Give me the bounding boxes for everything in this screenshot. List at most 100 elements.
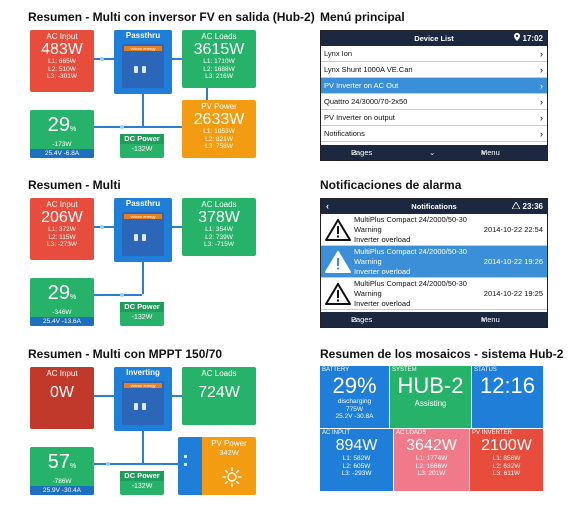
clock-time: 23:36 [522,202,543,211]
multi-device-icon: victron energy [122,212,164,256]
wire [94,395,114,397]
tile-pv-inverter[interactable]: PV INVERTER 2100W L1: 856W L2: 632W L3: … [470,429,544,492]
chevron-right-icon: › [540,49,543,59]
notification-time: 2014-10-22 22:54 [483,225,543,234]
battery-box[interactable]: 29% -173W 25.4V -6.8A [30,110,94,158]
ac-input-value: 206W [41,209,83,226]
flow-dot [120,293,124,297]
dc-power-label: DC Power [120,471,164,481]
pv-power-l2: L2: 821W [205,135,233,143]
device-list-item[interactable]: PV Inverter on output › [321,110,547,126]
ac-loads-l1: L1: 1710W [203,58,235,65]
inverter-box[interactable]: Passthru victron energy [114,30,172,94]
device-list-item[interactable]: Notifications › [321,126,547,142]
dc-power-value: -132W [131,314,153,321]
back-arrow-icon[interactable]: ‹ [326,201,329,211]
mppt-charger-icon [178,437,202,495]
tiles-overview: BATTERY 29% discharging 775W 25.2V -30.8… [320,366,544,492]
notification-type: Warning [354,289,382,298]
pv-power-l3: L3: 758W [205,143,233,150]
inverter-box[interactable]: Passthru victron energy [114,198,172,262]
multi-device-icon: victron energy [122,381,164,425]
tile-battery[interactable]: BATTERY 29% discharging 775W 25.2V -30.8… [320,366,390,429]
ac-loads-box[interactable]: AC Loads 378W L1: 354W L2: 739W L3: -715… [182,198,256,256]
tile-pv-inverter-label: PV INVERTER [472,430,512,436]
tile-pv-inverter-value: 2100W [481,437,532,454]
ac-input-label: AC Input [46,200,78,209]
tile-status[interactable]: STATUS 12:16 [472,366,544,429]
inverter-box[interactable]: Inverting victron energy [114,367,172,431]
tile-battery-power: 775W [346,405,363,413]
ac-input-l1: L1: 665W [48,58,76,65]
flow-dot [120,125,124,129]
overview-diagram-hub2: AC Input 483W L1: 665W L2: 510W L3: -301… [30,30,256,158]
multi-device-icon: victron energy [122,44,164,88]
notification-device: MultiPlus Compact 24/2000/50-30 [354,279,467,288]
ac-input-l3: L3: -301W [47,73,77,80]
dc-power-label: DC Power [120,302,164,312]
ac-input-value: 0W [50,384,74,401]
title-hub2-overview: Resumen - Multi con inversor FV en salid… [28,10,315,24]
ac-loads-l2: L2: 1688W [203,65,235,73]
ac-input-box[interactable]: AC Input 483W L1: 665W L2: 510W L3: -301… [30,30,94,92]
battery-soc-unit: % [70,294,77,301]
notification-message: Inverter overload [354,235,411,244]
battery-box[interactable]: 29% -346W 25.4V -13.6A [30,278,94,326]
wire [172,58,182,60]
tile-ac-input[interactable]: AC INPUT 894W L1: 582W L2: 605W L3: -293… [320,429,394,492]
tile-status-clock: 12:16 [479,373,536,398]
pv-power-box[interactable]: PV Power 342W [178,437,256,495]
device-list-item-label: Notifications [324,129,365,138]
dc-power-value: -132W [131,146,153,153]
ac-loads-box[interactable]: AC Loads 724W [182,367,256,425]
dc-power-box[interactable]: DC Power -132W [120,134,164,158]
notification-time: 2014-10-22 19:25 [483,289,543,298]
device-list-header: Device List 17:02 [321,31,547,46]
tile-battery-state: discharging [337,398,372,405]
tile-ac-input-l1: L1: 582W [342,455,371,462]
device-list-item[interactable]: Lynx Ion › [321,46,547,62]
warning-icon [325,283,351,305]
title-main-menu: Menú principal [320,10,405,24]
chevron-right-icon: › [540,97,543,107]
device-brand: victron energy [124,214,162,219]
tile-system[interactable]: SYSTEM HUB-2 Assisting [390,366,472,429]
clock: 23:36 [511,199,543,214]
tile-ac-input-label: AC INPUT [322,430,351,436]
notifications-header: ‹ Notifications 23:36 [321,199,547,214]
notification-device: MultiPlus Compact 24/2000/50-30 [354,247,467,256]
menu-label: Menu [481,148,500,157]
tile-ac-input-l2: L2: 605W [342,462,371,470]
device-list-item[interactable]: Lynx Shunt 1000A VE.Can › [321,62,547,78]
notification-item[interactable]: MultiPlus Compact 24/2000/50-30 Warning … [321,214,547,246]
dc-power-box[interactable]: DC Power -132W [120,302,164,326]
ac-input-box[interactable]: AC Input 0W [30,367,94,429]
notification-item[interactable]: MultiPlus Compact 24/2000/50-30 Warning … [321,278,547,310]
device-list-footer: ⊿ Pages ⌄ ≡ Menu [321,145,547,160]
dc-power-box[interactable]: DC Power -132W [120,471,164,495]
chevron-down-icon[interactable]: ⌄ [429,148,436,157]
tile-ac-loads-l1: L1: 1774W [415,455,448,462]
wire [172,226,182,228]
pv-power-box[interactable]: PV Power 2633W L1: 1053W L2: 821W L3: 75… [182,100,256,158]
pages-label: Pages [351,148,373,157]
menu-label: Menu [481,315,500,324]
device-list-item[interactable]: Quattro 24/3000/70-2x50 › [321,94,547,110]
tile-ac-loads-l2: L2: 1666W [415,462,448,470]
dc-power-value: -132W [131,483,153,490]
led-icon [184,455,187,458]
ac-input-label: AC Input [46,369,78,378]
pv-power-label: PV Power [201,102,237,111]
ac-loads-l1: L1: 354W [205,226,233,233]
pv-power-value: 2633W [193,111,245,128]
device-list-item-selected[interactable]: PV Inverter on AC Out › [321,78,547,94]
ac-input-l1: L1: 372W [48,226,76,233]
ac-loads-box[interactable]: AC Loads 3615W L1: 1710W L2: 1688W L3: 2… [182,30,256,88]
pages-label: Pages [351,315,373,324]
tile-ac-loads[interactable]: AC LOADS 3642W L1: 1774W L2: 1666W L3: 2… [394,429,470,492]
led-icon [142,234,146,241]
ac-input-box[interactable]: AC Input 206W L1: 372W L2: 115W L3: -273… [30,198,94,260]
device-list-item-label: PV Inverter on AC Out [324,81,399,90]
notification-item-selected[interactable]: MultiPlus Compact 24/2000/50-30 Warning … [321,246,547,278]
battery-box[interactable]: 57% -786W 25.9V -30.4A [30,447,94,495]
